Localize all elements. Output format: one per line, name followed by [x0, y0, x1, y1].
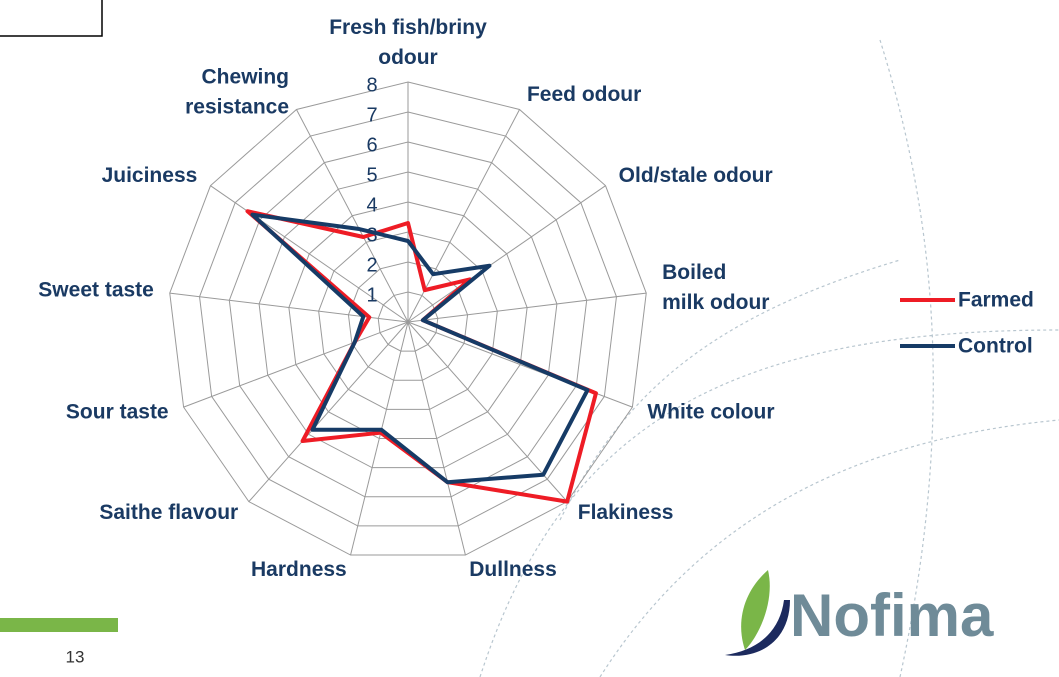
axis-label: Hardness	[251, 558, 347, 581]
logo-mark	[725, 570, 790, 656]
axis-label: Sour taste	[66, 400, 169, 423]
legend-label: Control	[958, 335, 1033, 358]
r-tick-label: 8	[366, 74, 377, 96]
slide-number: 13	[66, 647, 85, 666]
spoke	[407, 185, 606, 323]
grid-ring	[169, 81, 647, 556]
spoke	[407, 292, 647, 323]
r-tick-label: 1	[366, 284, 377, 306]
logo-text: Nofima	[790, 582, 994, 649]
axis-label: Saithe flavour	[99, 501, 238, 524]
series-line	[245, 209, 598, 504]
spoke	[296, 109, 409, 323]
accent-bar	[0, 618, 118, 632]
spoke	[407, 109, 520, 323]
series-line	[250, 212, 590, 485]
frame-box	[0, 0, 103, 37]
spoke	[407, 321, 633, 408]
axis-label: Juiciness	[102, 164, 198, 187]
r-tick-label: 2	[366, 254, 377, 276]
axis-label: Sweet taste	[38, 279, 154, 302]
r-tick-label: 4	[366, 194, 377, 216]
grid-ring	[377, 291, 439, 352]
decoration	[479, 39, 1059, 677]
grid-ring	[228, 141, 588, 498]
axis-label: White colour	[647, 400, 774, 423]
axis-label: Dullness	[469, 558, 557, 581]
axis-label: Boiled milk odour	[662, 261, 769, 314]
spoke	[407, 321, 466, 556]
axis-label: Flakiness	[578, 501, 674, 524]
grid-ring	[199, 111, 617, 527]
grid-ring	[258, 171, 558, 469]
grid-ring	[318, 231, 498, 410]
axis-label: Old/stale odour	[619, 164, 773, 187]
r-tick-label: 7	[366, 104, 377, 126]
spoke	[248, 321, 409, 502]
axis-label: Feed odour	[527, 83, 641, 106]
spoke	[407, 321, 568, 502]
r-tick-label: 6	[366, 134, 377, 156]
r-tick-label: 5	[366, 164, 377, 186]
axis-label: Fresh fish/briny odour	[329, 16, 487, 69]
axis-label: Chewing resistance	[185, 65, 289, 118]
legend-label: Farmed	[958, 289, 1034, 312]
spoke	[183, 321, 409, 408]
spoke	[210, 185, 409, 323]
spoke	[350, 321, 409, 556]
